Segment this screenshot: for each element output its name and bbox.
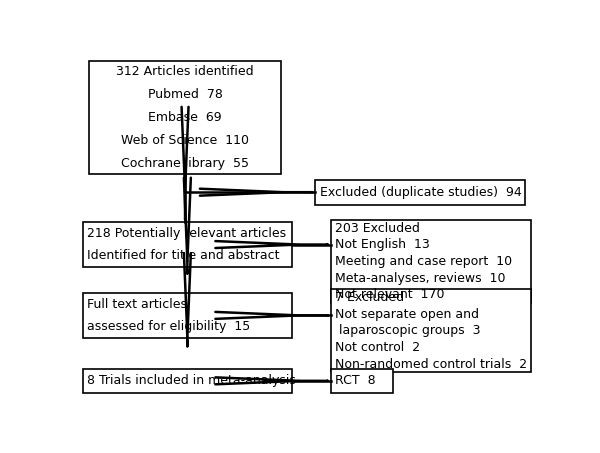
Bar [331, 289, 531, 372]
Text: Not English  13: Not English 13 [335, 238, 430, 251]
Text: Not relevant  170: Not relevant 170 [335, 288, 445, 301]
Text: 8 Trials included in meta-analysis: 8 Trials included in meta-analysis [88, 374, 296, 387]
Bar [83, 293, 292, 338]
Text: Excluded (duplicate studies)  94: Excluded (duplicate studies) 94 [320, 186, 521, 199]
Text: Non-randomed control trials  2: Non-randomed control trials 2 [335, 357, 527, 371]
Bar [83, 222, 292, 267]
Text: laparoscopic groups  3: laparoscopic groups 3 [335, 324, 481, 337]
Bar [83, 369, 292, 393]
Text: Embase  69: Embase 69 [148, 111, 222, 124]
Text: Meeting and case report  10: Meeting and case report 10 [335, 255, 512, 268]
Text: Pubmed  78: Pubmed 78 [148, 88, 223, 101]
Text: 312 Articles identified: 312 Articles identified [116, 65, 254, 78]
Bar [89, 61, 281, 174]
Text: Not separate open and: Not separate open and [335, 308, 479, 321]
Text: Meta-analyses, reviews  10: Meta-analyses, reviews 10 [335, 272, 506, 284]
Text: Web of Science  110: Web of Science 110 [121, 134, 249, 147]
Text: Cochrane library  55: Cochrane library 55 [121, 157, 249, 169]
Text: 218 Potentially relevant articles: 218 Potentially relevant articles [88, 227, 287, 240]
Bar [331, 369, 393, 393]
Bar [331, 220, 531, 303]
Bar [315, 180, 524, 204]
Text: 203 Excluded: 203 Excluded [335, 222, 420, 235]
Text: Identified for title and abstract: Identified for title and abstract [88, 249, 280, 262]
Text: RCT  8: RCT 8 [335, 374, 376, 387]
Text: Full text articles: Full text articles [88, 298, 187, 311]
Text: assessed for eligibility  15: assessed for eligibility 15 [88, 320, 251, 333]
Text: 7 Excluded: 7 Excluded [335, 291, 404, 304]
Text: Not control  2: Not control 2 [335, 341, 421, 354]
